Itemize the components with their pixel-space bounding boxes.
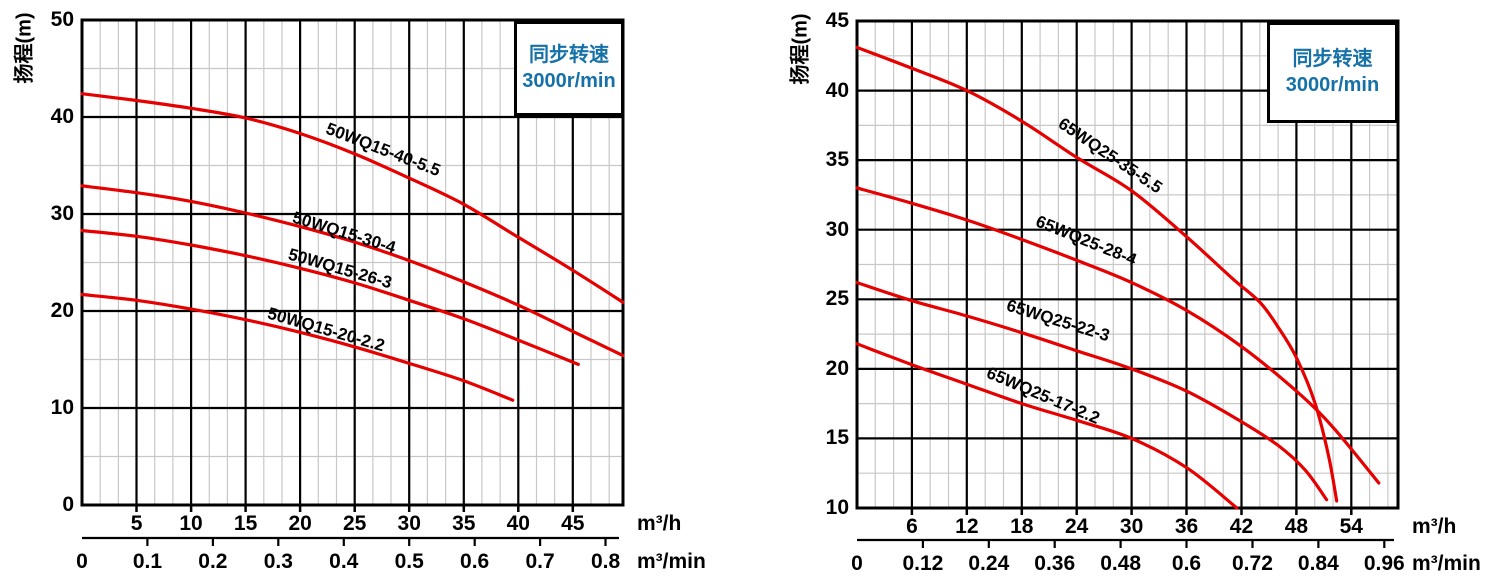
y-tick-label: 40 bbox=[825, 78, 849, 102]
sync-speed-line2: 3000r/min bbox=[522, 70, 616, 92]
minor-gridlines bbox=[857, 21, 1398, 508]
y-tick-label: 45 bbox=[825, 9, 849, 32]
secondary-flow-unit-label: m³/min bbox=[1412, 552, 1481, 575]
pump-curve-65WQ25-22-3 bbox=[855, 280, 1329, 502]
secondary-flow-tick-label: 0.12 bbox=[902, 552, 944, 575]
primary-flow-unit-label: m³/h bbox=[637, 512, 682, 535]
minor-gridlines bbox=[82, 20, 623, 505]
secondary-flow-tick-label: 0.1 bbox=[132, 550, 163, 573]
secondary-flow-tick-label: 0.7 bbox=[525, 550, 555, 573]
x-tick-label: 12 bbox=[955, 515, 979, 538]
sync-speed-line1: 同步转速 bbox=[529, 44, 609, 66]
secondary-flow-tick-label: 0.4 bbox=[329, 550, 359, 573]
x-tick-label: 25 bbox=[342, 512, 367, 535]
x-tick-label: 36 bbox=[1174, 515, 1199, 538]
x-tick-label: 40 bbox=[506, 512, 530, 535]
secondary-flow-tick-label: 0 bbox=[851, 552, 863, 575]
x-tick-label: 18 bbox=[1010, 515, 1034, 538]
secondary-flow-tick-label: 0.2 bbox=[198, 550, 228, 573]
x-tick-label: 24 bbox=[1065, 515, 1089, 538]
x-tick-label: 54 bbox=[1339, 515, 1363, 538]
secondary-flow-axis bbox=[82, 536, 619, 546]
sync-speed-line2: 3000r/min bbox=[1285, 74, 1380, 96]
secondary-flow-tick-label: 0.6 bbox=[460, 550, 490, 573]
secondary-flow-tick-label: 0.48 bbox=[1100, 552, 1142, 575]
y-tick-label: 10 bbox=[50, 396, 74, 419]
secondary-flow-tick-label: 0.96 bbox=[1363, 552, 1405, 575]
secondary-flow-tick-label: 0.72 bbox=[1232, 552, 1273, 575]
pump-curve-50WQ15-26-3 bbox=[80, 228, 580, 366]
y-tick-label: 30 bbox=[825, 217, 849, 241]
secondary-flow-tick-label: 0.36 bbox=[1034, 552, 1076, 575]
sync-speed-legend: 同步转速 3000r/min bbox=[514, 21, 624, 116]
pump-curve-50WQ15-40-5.5 bbox=[80, 92, 625, 304]
x-tick-label: 6 bbox=[906, 515, 918, 538]
x-tick-label: 35 bbox=[452, 512, 476, 535]
y-tick-label: 0 bbox=[62, 493, 74, 516]
chart-plot-area bbox=[80, 18, 625, 546]
pump-performance-chart-50WQ15: 扬程(m) 50 40 30 20 10 0 5 10 15 20 25 30 35 40 45 m³/h 0 0.… bbox=[14, 8, 706, 573]
secondary-flow-tick-label: 0.24 bbox=[968, 552, 1010, 575]
y-tick-label: 20 bbox=[50, 299, 74, 322]
secondary-flow-tick-label: 0.8 bbox=[590, 550, 621, 573]
y-tick-label: 35 bbox=[825, 148, 849, 172]
pump-curve-65WQ25-35-5.5 bbox=[855, 45, 1339, 503]
x-tick-label: 30 bbox=[397, 512, 421, 535]
pump-curve-65WQ25-28-4 bbox=[855, 186, 1381, 485]
sync-speed-legend: 同步转速 3000r/min bbox=[1267, 22, 1398, 123]
x-tick-label: 48 bbox=[1284, 515, 1309, 538]
secondary-flow-tick-label: 0.3 bbox=[263, 550, 293, 573]
chart-plot-area bbox=[855, 19, 1400, 548]
y-tick-label: 15 bbox=[825, 426, 849, 450]
x-tick-label: 42 bbox=[1229, 515, 1254, 538]
x-tick-label: 10 bbox=[179, 512, 203, 535]
x-tick-label: 5 bbox=[130, 512, 143, 535]
y-tick-label: 50 bbox=[50, 8, 74, 31]
x-tick-label: 45 bbox=[561, 512, 585, 535]
secondary-flow-tick-label: 0 bbox=[76, 550, 88, 573]
secondary-flow-tick-label: 0.84 bbox=[1297, 552, 1339, 575]
secondary-flow-tick-label: 0.6 bbox=[1171, 552, 1202, 575]
y-tick-label: 20 bbox=[825, 356, 849, 380]
x-axis-ticks bbox=[910, 508, 1353, 515]
primary-flow-unit-label: m³/h bbox=[1412, 515, 1457, 538]
secondary-flow-unit-label: m³/min bbox=[637, 550, 706, 573]
x-tick-label: 30 bbox=[1119, 515, 1144, 538]
pump-curve-50WQ15-30-4 bbox=[80, 184, 625, 358]
secondary-flow-tick-label: 0.5 bbox=[394, 550, 424, 573]
pump-curve-65WQ25-17-2.2 bbox=[855, 342, 1239, 510]
plot-border bbox=[855, 19, 1400, 510]
plot-border bbox=[80, 18, 625, 507]
secondary-flow-axis bbox=[857, 538, 1394, 548]
pump-performance-chart-65WQ25: 扬程(m) 45 40 35 30 25 20 15 10 6 12 18 24 30 36 42 48 54 m³… bbox=[753, 0, 1506, 587]
y-tick-label: 40 bbox=[50, 105, 74, 128]
y-tick-label: 30 bbox=[50, 202, 74, 225]
y-tick-label: 10 bbox=[825, 496, 849, 519]
major-gridlines bbox=[82, 20, 623, 505]
pump-curve-50WQ15-20-2.2 bbox=[80, 292, 515, 402]
y-tick-label: 25 bbox=[825, 287, 849, 311]
x-tick-label: 20 bbox=[288, 512, 312, 535]
x-axis-ticks bbox=[135, 505, 575, 512]
x-tick-label: 15 bbox=[233, 512, 258, 535]
sync-speed-line1: 同步转速 bbox=[1292, 48, 1373, 70]
